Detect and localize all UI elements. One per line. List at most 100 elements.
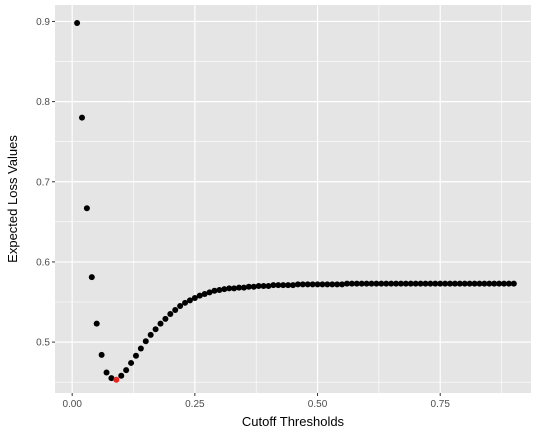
data-point <box>265 282 272 289</box>
y-tick-label: 0.9 <box>36 17 50 28</box>
data-point <box>290 282 296 289</box>
data-point <box>471 280 478 287</box>
data-point <box>167 311 174 318</box>
data-point <box>491 280 498 287</box>
data-point <box>123 367 130 374</box>
plot-panel <box>55 5 531 393</box>
x-axis-ticks: 0.00 0.25 0.50 0.75 <box>62 393 450 410</box>
data-point <box>432 280 439 287</box>
data-point <box>74 20 81 27</box>
x-tick-label: 0.50 <box>308 399 328 410</box>
grid-minor <box>55 5 531 393</box>
data-point <box>88 274 95 281</box>
data-point <box>299 281 306 288</box>
data-point <box>348 280 355 287</box>
data-point <box>236 284 243 291</box>
data-point <box>314 281 321 288</box>
data-point <box>294 281 301 288</box>
data-point <box>206 289 213 296</box>
data-point <box>142 338 149 345</box>
data-point <box>137 345 144 352</box>
data-point <box>177 303 184 310</box>
data-point <box>157 320 164 327</box>
data-point <box>363 280 370 287</box>
data-point <box>437 280 444 287</box>
data-point <box>368 280 375 287</box>
data-point <box>451 280 458 287</box>
data-point <box>211 287 218 294</box>
data-point <box>172 307 179 314</box>
data-point <box>353 280 360 287</box>
y-axis-title: Expected Loss Values <box>5 135 20 263</box>
data-point <box>334 281 341 288</box>
x-tick-label: 0.00 <box>62 399 82 410</box>
data-point <box>270 282 277 289</box>
data-point <box>98 351 105 358</box>
data-point <box>182 299 189 306</box>
data-point <box>231 285 238 292</box>
data-point <box>393 280 400 287</box>
y-tick-label: 0.8 <box>36 97 50 108</box>
data-point <box>456 280 463 287</box>
data-point <box>461 280 468 287</box>
data-point <box>481 280 488 287</box>
data-point <box>240 284 247 291</box>
data-point <box>329 281 336 288</box>
data-point <box>186 297 193 304</box>
data-point <box>103 369 110 376</box>
data-point <box>339 281 346 288</box>
data-point <box>412 280 419 287</box>
y-tick-label: 0.5 <box>36 338 50 349</box>
data-point <box>397 280 404 287</box>
data-point <box>378 280 385 287</box>
data-point <box>260 282 267 289</box>
data-point <box>83 205 90 212</box>
data-point <box>402 280 409 287</box>
data-point <box>152 326 159 333</box>
data-point <box>422 280 429 287</box>
y-axis-ticks: 0.5 0.6 0.7 0.8 0.9 <box>36 17 55 349</box>
data-point <box>191 295 198 302</box>
data-point <box>383 280 390 287</box>
data-point <box>201 290 208 297</box>
data-point <box>510 280 517 287</box>
data-point <box>245 283 252 290</box>
data-point <box>505 280 512 287</box>
data-point <box>132 352 139 359</box>
data-point <box>108 375 115 382</box>
data-point <box>476 280 483 287</box>
data-point <box>388 280 395 287</box>
data-point <box>501 280 508 287</box>
data-point <box>226 285 233 292</box>
data-points <box>74 20 517 383</box>
data-point <box>128 359 135 366</box>
data-point <box>324 281 331 288</box>
y-tick-label: 0.7 <box>36 177 50 188</box>
data-point <box>442 280 449 287</box>
data-point <box>285 282 292 289</box>
data-point <box>486 280 493 287</box>
data-point <box>93 320 100 327</box>
data-point <box>496 280 503 287</box>
data-point <box>147 331 154 338</box>
data-point <box>309 281 316 288</box>
x-tick-label: 0.75 <box>430 399 450 410</box>
data-point <box>427 280 434 287</box>
data-point <box>216 286 223 293</box>
data-point <box>221 286 228 293</box>
grid-major <box>55 5 531 393</box>
data-point <box>162 315 169 322</box>
data-point <box>255 282 262 289</box>
data-point <box>466 280 473 287</box>
data-point-minimum <box>113 376 120 383</box>
x-axis-title: Cutoff Thresholds <box>242 414 345 429</box>
data-point <box>250 283 257 290</box>
x-tick-label: 0.25 <box>185 399 205 410</box>
data-point <box>304 281 311 288</box>
data-point <box>343 280 350 287</box>
data-point <box>407 280 414 287</box>
data-point <box>275 282 282 289</box>
data-point <box>196 292 203 299</box>
data-point <box>280 282 287 289</box>
